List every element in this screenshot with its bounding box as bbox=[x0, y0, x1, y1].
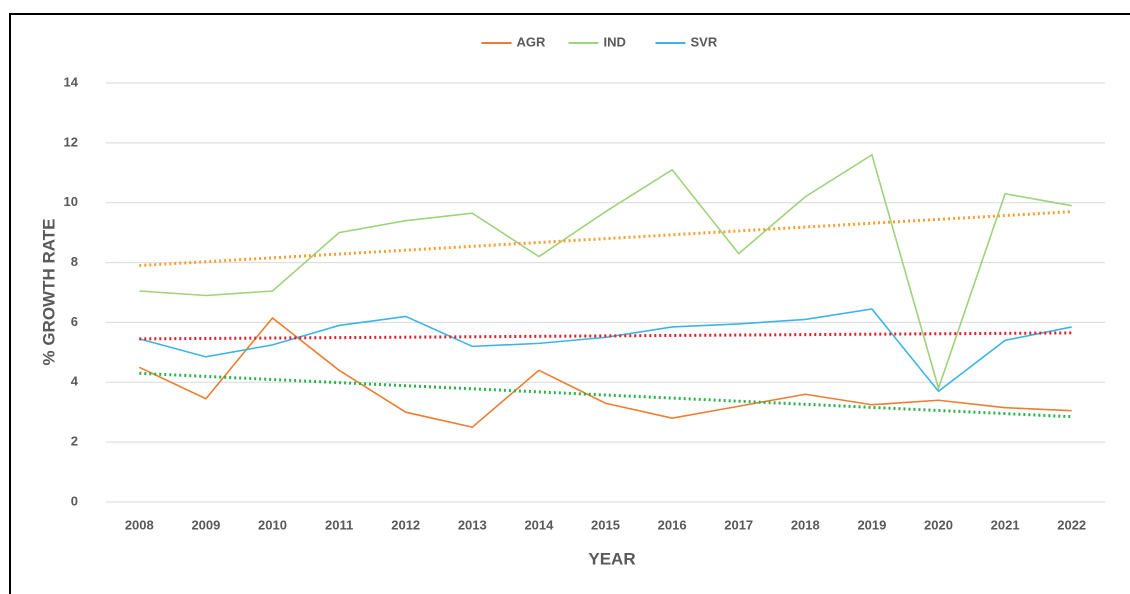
x-tick-label: 2013 bbox=[458, 517, 487, 532]
x-tick-label: 2015 bbox=[591, 517, 620, 532]
y-tick-label: 0 bbox=[71, 493, 78, 508]
x-tick-label: 2008 bbox=[125, 517, 154, 532]
x-tick-label: 2014 bbox=[524, 517, 554, 532]
x-tick-label: 2021 bbox=[991, 517, 1020, 532]
y-tick-label: 6 bbox=[71, 314, 78, 329]
legend-label: IND bbox=[604, 34, 626, 49]
x-tick-label: 2022 bbox=[1057, 517, 1086, 532]
y-tick-label: 12 bbox=[64, 134, 78, 149]
legend-label: SVR bbox=[691, 34, 718, 49]
series-line bbox=[138, 316, 1072, 429]
x-tick-label: 2009 bbox=[191, 517, 220, 532]
trendline bbox=[139, 210, 1072, 268]
x-tick-label: 2018 bbox=[791, 517, 820, 532]
y-tick-label: 10 bbox=[64, 194, 78, 209]
trendline bbox=[139, 331, 1072, 341]
x-tick-label: 2017 bbox=[724, 517, 753, 532]
y-tick-label: 8 bbox=[71, 254, 78, 269]
x-tick-label: 2012 bbox=[391, 517, 420, 532]
series-line bbox=[139, 153, 1072, 391]
x-tick-label: 2010 bbox=[258, 517, 287, 532]
trendline bbox=[139, 371, 1072, 419]
chart-frame bbox=[9, 13, 1130, 594]
x-axis-title: YEAR bbox=[588, 549, 635, 568]
x-tick-label: 2011 bbox=[325, 517, 353, 532]
y-axis-title: % GROWTH RATE bbox=[39, 218, 58, 365]
y-tick-label: 2 bbox=[71, 434, 78, 449]
x-tick-label: 2020 bbox=[924, 517, 953, 532]
y-tick-label: 14 bbox=[64, 74, 79, 89]
x-tick-label: 2016 bbox=[658, 517, 687, 532]
legend-label: AGR bbox=[517, 34, 547, 49]
y-tick-label: 4 bbox=[71, 374, 79, 389]
x-tick-label: 2019 bbox=[857, 517, 886, 532]
